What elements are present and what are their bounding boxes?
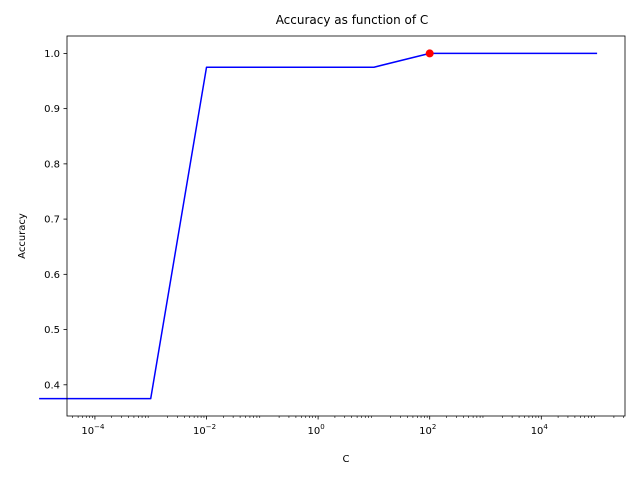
x-tick-label-2: 100 [308, 423, 325, 437]
x-tick-label-3: 102 [419, 423, 436, 437]
best-accuracy-point [425, 49, 434, 58]
y-tick-label-3: 0.7 [44, 215, 60, 226]
y-tick-label-2: 0.6 [44, 270, 60, 281]
x-tick-label-1: 10−2 [193, 423, 216, 437]
y-tick-label-6: 1.0 [44, 49, 60, 60]
y-tick-label-1: 0.5 [44, 325, 60, 336]
plot-area [39, 35, 626, 417]
y-tick-label-4: 0.8 [44, 159, 60, 170]
y-tick-label-5: 0.9 [44, 104, 60, 115]
y-axis-label: Accuracy [17, 213, 28, 259]
y-tick-label-0: 0.4 [44, 380, 60, 391]
chart-title: Accuracy as function of C [276, 13, 429, 27]
x-tick-label-0: 10−4 [81, 423, 105, 437]
series-line-1 [39, 52, 598, 400]
x-axis-label: C [343, 454, 350, 465]
axis-ticks: 10−4 10−2 100 102 104 0.4 0.5 0.6 0.7 0.8 0.9 1.0 [44, 49, 625, 437]
x-tick-label-4: 104 [531, 423, 549, 437]
axes-frame [66, 35, 626, 417]
